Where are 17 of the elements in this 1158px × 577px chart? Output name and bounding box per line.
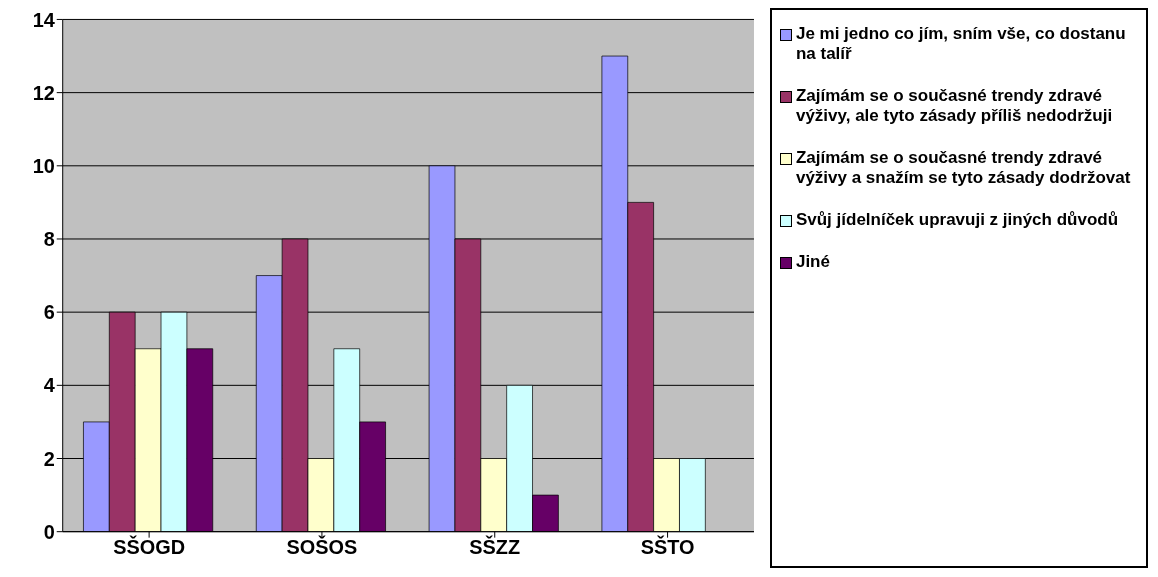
y-tick-label: 6 <box>43 301 55 324</box>
y-tick-label: 8 <box>43 228 55 251</box>
legend-label: Svůj jídelníček upravuji z jiných důvodů <box>795 210 1119 230</box>
y-tick-label: 0 <box>43 520 55 543</box>
y-tick-label: 10 <box>32 154 55 177</box>
x-tick-label: SŠOGD <box>113 534 186 558</box>
x-tick-label: SOŠOS <box>286 534 358 558</box>
legend-label: Je mi jedno co jím, sním vše, co dostanu na talíř <box>795 24 1127 64</box>
y-tick-label: 12 <box>32 81 55 104</box>
y-tick-label: 14 <box>32 8 55 31</box>
legend-label: Zajímám se o současné trendy zdravé výživy a snažím se tyto zásady dodržovat <box>795 148 1132 188</box>
x-tick-label: SŠZZ <box>469 534 521 558</box>
y-tick-label: 2 <box>43 447 55 470</box>
y-tick-label: 4 <box>43 374 55 397</box>
legend-label: Zajímám se o současné trendy zdravé výživy, ale tyto zásady příliš nedodržuji <box>795 86 1114 126</box>
x-tick-label: SŠTO <box>640 534 695 558</box>
legend-label: Jiné <box>795 252 830 272</box>
